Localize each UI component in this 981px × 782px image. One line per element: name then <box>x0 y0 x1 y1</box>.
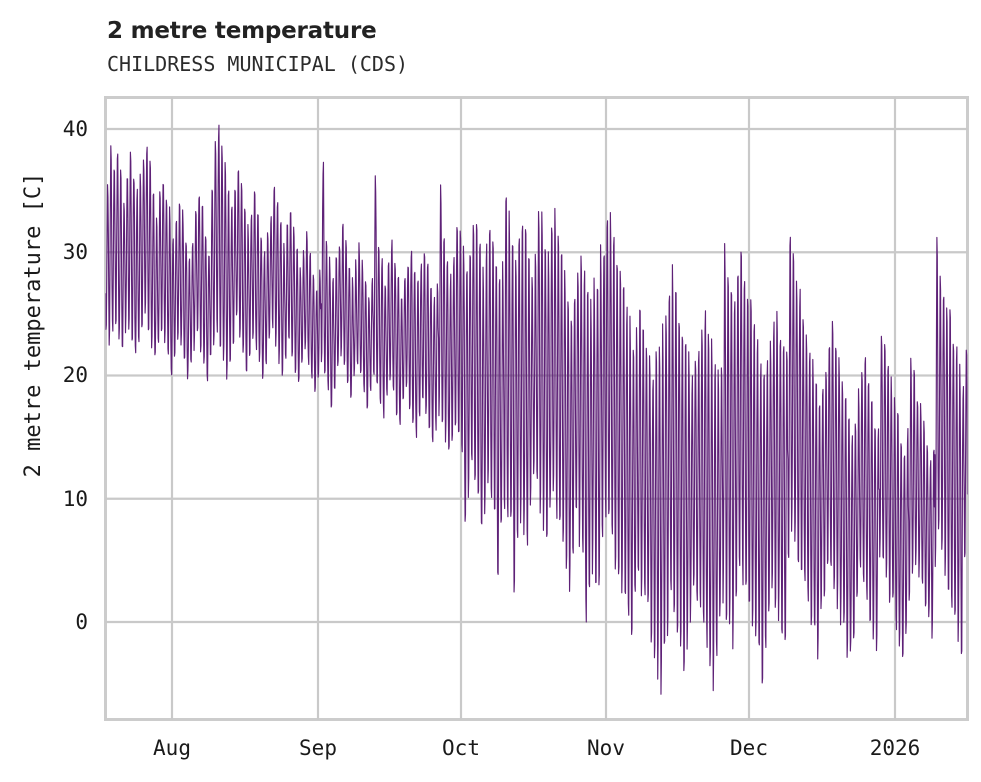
x-tick-label: 2026 <box>869 736 921 760</box>
x-tick-label: Oct <box>442 736 480 760</box>
x-tick-label: Sep <box>299 736 337 760</box>
temperature-series <box>105 124 968 695</box>
y-tick-label: 0 <box>75 610 88 634</box>
x-tick-label: Aug <box>153 736 191 760</box>
x-tick-label: Nov <box>587 736 625 760</box>
y-tick-label: 20 <box>62 363 88 387</box>
y-axis-tick-labels: 40 30 20 10 0 <box>0 0 88 782</box>
y-tick-label: 10 <box>62 487 88 511</box>
y-tick-label: 40 <box>62 117 88 141</box>
chart-title: 2 metre temperature <box>107 18 377 44</box>
chart-subtitle: CHILDRESS MUNICIPAL (CDS) <box>107 52 409 76</box>
temperature-line <box>105 124 968 695</box>
x-tick-label: Dec <box>730 736 768 760</box>
y-tick-label: 30 <box>62 240 88 264</box>
